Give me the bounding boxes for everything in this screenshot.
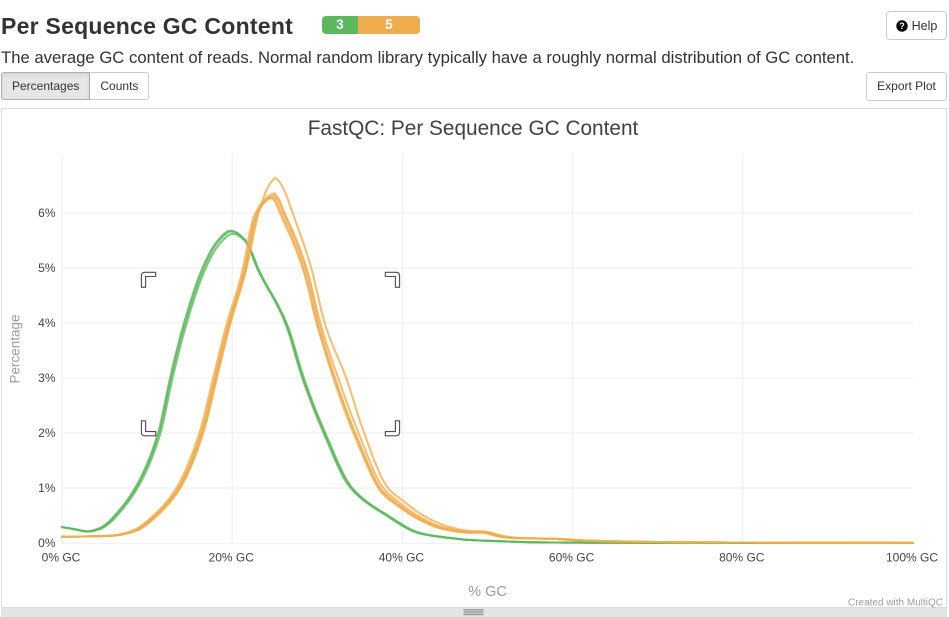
svg-text:?: ? [899, 21, 905, 31]
